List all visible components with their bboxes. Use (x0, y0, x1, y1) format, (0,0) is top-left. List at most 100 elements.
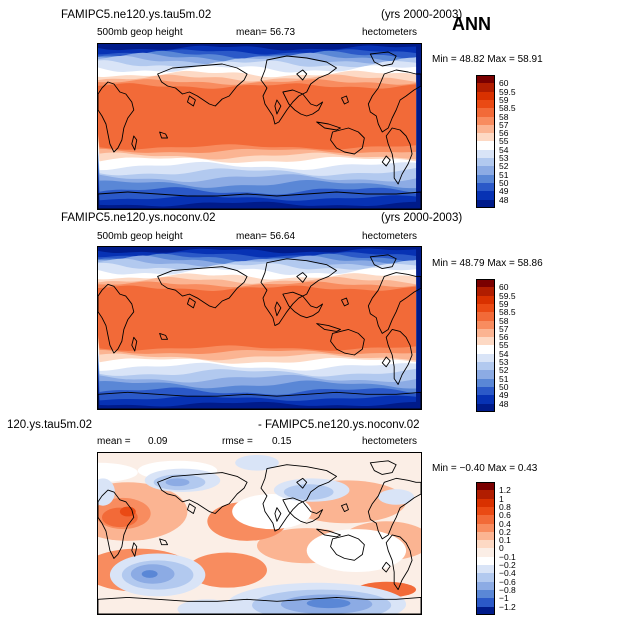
colorbar-tick-label: 58.5 (499, 103, 516, 114)
colorbar-tick-label: −1 (499, 593, 509, 604)
colorbar-tick-label: 1 (499, 493, 504, 504)
colorbar-swatch (476, 295, 495, 305)
colorbar-swatch (476, 565, 495, 574)
coastline (381, 356, 391, 368)
colorbar-tick-label: 53 (499, 357, 509, 367)
colorbar-tick-label: 59 (499, 94, 509, 105)
colorbar-swatch (476, 581, 495, 591)
colorbar-tick-label: 0 (499, 543, 504, 554)
coastline (98, 596, 421, 614)
colorbar-swatch (476, 182, 495, 192)
coastline (296, 272, 308, 283)
colorbar-tick-label: 49 (499, 186, 509, 197)
panel2-minmax: Min = 48.79 Max = 58.86 (432, 258, 543, 269)
panel3-title-left: 120.ys.tau5m.02 (7, 419, 93, 431)
coastline (274, 99, 282, 115)
colorbar-swatch (476, 523, 495, 533)
coastline (385, 534, 413, 591)
colorbar-swatch (476, 606, 495, 616)
colorbar-swatch (476, 370, 495, 380)
contour-patch (378, 489, 415, 505)
colorbar-swatch (476, 328, 495, 338)
colorbar-swatch (476, 108, 495, 117)
coastline (385, 127, 413, 185)
colorbar-tick-label: 49 (499, 390, 509, 401)
panel3-minmax: Min = −0.40 Max = 0.43 (432, 463, 538, 474)
coastline (341, 503, 349, 512)
contour-patch (306, 598, 351, 609)
colorbar-swatch (476, 141, 495, 151)
coastline (98, 489, 135, 559)
coastline (98, 391, 421, 409)
colorbar-swatch (476, 403, 495, 413)
contour-patch (235, 454, 279, 471)
coastline (341, 297, 349, 307)
coastline (316, 121, 341, 131)
panel2-title: FAMIPC5.ne120.ys.noconv.02 (61, 212, 216, 224)
coastline (274, 507, 282, 522)
coastline (159, 332, 169, 340)
panel3-mean-label: mean = (97, 436, 131, 447)
panel1-units: hectometers (362, 27, 418, 38)
panel2-units: hectometers (362, 231, 418, 242)
coastline (157, 472, 248, 514)
colorbar-swatch (476, 158, 495, 167)
coastline (385, 329, 413, 385)
colorbar-swatch (476, 287, 495, 297)
coastline (260, 258, 337, 326)
contour-patch (232, 493, 312, 530)
colorbar-swatch (476, 506, 495, 516)
colorbar-tick-label: 50 (499, 381, 509, 392)
coastline (316, 528, 341, 538)
colorbar-swatch (476, 589, 495, 599)
panel1-years: (yrs 2000-2003) (381, 9, 463, 21)
coastline (369, 254, 397, 270)
colorbar-swatch (476, 556, 495, 566)
coastline (367, 272, 421, 334)
coastline (316, 323, 341, 332)
colorbar-tick-label: 59.5 (499, 290, 516, 301)
coastline (367, 69, 421, 133)
colorbar-tick-label: −0.4 (499, 568, 516, 579)
colorbar-tick-label: 0.8 (499, 501, 511, 512)
colorbar-tick-label: 60 (499, 282, 509, 293)
colorbar-tick-label: 60 (499, 78, 509, 89)
colorbar-swatch (476, 320, 495, 330)
colorbar-swatch (476, 378, 495, 388)
coastline (131, 135, 138, 151)
coastline (367, 477, 421, 540)
colorbar-tick-label: 57 (499, 119, 509, 130)
coastline (131, 336, 138, 352)
coastline (330, 329, 365, 356)
contour-patch (177, 599, 238, 614)
colorbar-swatch (476, 498, 495, 508)
colorbar-tick-label: 0.4 (499, 518, 511, 529)
contour-band (98, 285, 417, 351)
colorbar-tick-label: 51 (499, 373, 509, 384)
colorbar-tick-label: 58 (499, 111, 509, 122)
coastline (186, 297, 196, 309)
colorbar-swatch (476, 174, 495, 184)
panel2-mean-label: mean= (236, 231, 267, 242)
panel1-title: FAMIPC5.ne120.ys.tau5m.02 (61, 9, 212, 21)
panel3-rmse-label: rmse = (222, 436, 253, 447)
panel3-units: hectometers (362, 436, 418, 447)
panel2-map (97, 246, 422, 410)
colorbar-tick-label: 48 (499, 194, 509, 205)
colorbar-swatch (476, 124, 495, 134)
contour-patch (165, 478, 190, 487)
coastline (282, 497, 324, 524)
coastline (157, 63, 248, 107)
coastline (381, 155, 391, 167)
panel1-minmax: Min = 48.82 Max = 58.91 (432, 54, 543, 65)
colorbar-tick-label: −0.1 (499, 551, 516, 562)
coastline (159, 131, 169, 139)
panel1-field: 500mb geop height (97, 27, 183, 38)
colorbar-tick-label: 0.1 (499, 535, 511, 546)
coastline (282, 89, 324, 117)
panel3-title-right: - FAMIPC5.ne120.ys.noconv.02 (258, 419, 420, 431)
season-label: ANN (452, 14, 491, 34)
coastline (98, 283, 135, 354)
colorbar-swatch (476, 531, 495, 541)
coastline (330, 534, 365, 561)
